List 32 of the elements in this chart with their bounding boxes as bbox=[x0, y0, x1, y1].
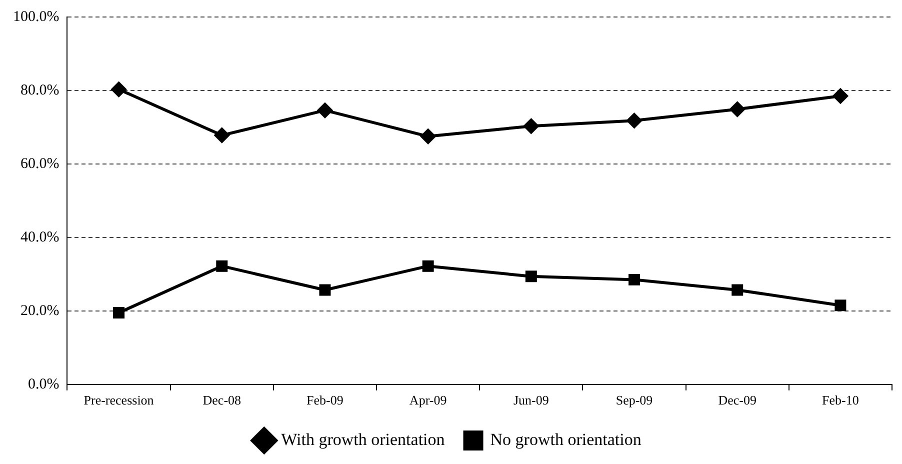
y-tick-label: 60.0% bbox=[20, 156, 60, 172]
x-tick-label: Pre-recession bbox=[84, 392, 154, 408]
legend-label: With growth orientation bbox=[281, 430, 446, 449]
point bbox=[730, 102, 745, 117]
y-tick-label: 20.0% bbox=[20, 302, 60, 319]
point bbox=[420, 128, 436, 144]
point bbox=[628, 274, 640, 286]
y-tick-label: 40.0% bbox=[20, 229, 60, 246]
point bbox=[113, 307, 125, 318]
x-tick-label: Apr-09 bbox=[409, 392, 447, 408]
point bbox=[732, 284, 744, 296]
y-tick-label: 100.0% bbox=[12, 8, 60, 25]
x-tick-label: Feb-10 bbox=[822, 392, 859, 408]
point bbox=[216, 260, 228, 272]
point bbox=[832, 88, 848, 104]
x-tick-label: Feb-09 bbox=[306, 392, 344, 408]
point bbox=[317, 102, 332, 118]
x-tick-label: Dec-09 bbox=[718, 392, 756, 408]
point bbox=[525, 270, 537, 282]
x-tick-label: Sep-09 bbox=[616, 392, 653, 408]
point bbox=[422, 260, 434, 272]
y-tick-label: 80.0% bbox=[20, 82, 60, 98]
point bbox=[834, 300, 846, 312]
point bbox=[111, 82, 126, 97]
point bbox=[524, 118, 539, 134]
x-tick-label: Jun-09 bbox=[513, 392, 549, 408]
y-tick-label: 0.0% bbox=[28, 376, 60, 392]
point bbox=[214, 128, 230, 143]
point bbox=[626, 113, 642, 128]
point bbox=[319, 284, 331, 296]
legend-label: No growth orientation bbox=[490, 430, 642, 449]
x-tick-label: Dec-08 bbox=[202, 392, 242, 408]
